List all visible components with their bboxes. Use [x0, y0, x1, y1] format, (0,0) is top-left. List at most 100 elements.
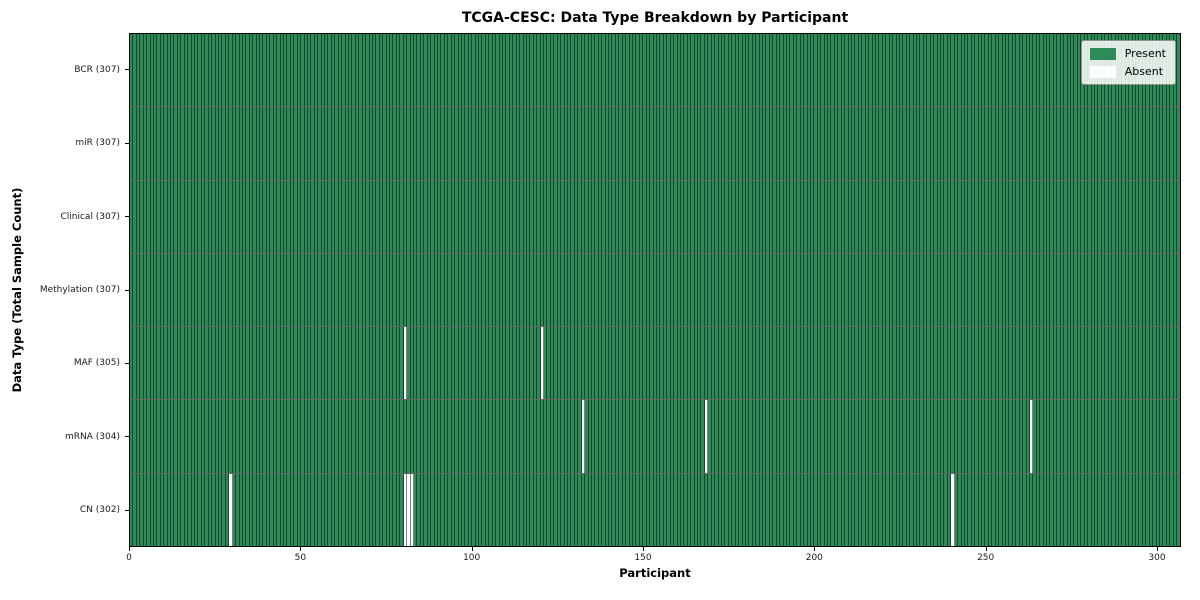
heatmap-cell-present	[465, 253, 469, 327]
heatmap-cell-present	[171, 107, 175, 180]
heatmap-cell-present	[349, 327, 353, 400]
heatmap-cell-present	[718, 400, 722, 473]
heatmap-cell-present	[1071, 400, 1075, 473]
heatmap-cell-present	[1142, 253, 1147, 327]
y-tick-mark	[125, 362, 129, 364]
heatmap-cell-present	[338, 253, 343, 327]
heatmap-cell-present	[848, 253, 853, 327]
heatmap-cell-present	[633, 180, 637, 253]
heatmap-cell-present	[1136, 327, 1140, 400]
heatmap-cell-present	[502, 34, 507, 107]
heatmap-cell-present	[208, 253, 213, 327]
heatmap-cell-present	[588, 473, 592, 546]
heatmap-cell-present	[841, 473, 846, 546]
heatmap-cell-present	[1170, 473, 1174, 546]
heatmap-cell-present	[544, 34, 548, 107]
heatmap-cell-present	[287, 473, 291, 546]
heatmap-cell-present	[591, 107, 596, 180]
heatmap-cell-present	[831, 253, 835, 327]
heatmap-cell-present	[715, 180, 719, 253]
heatmap-cell-present	[848, 107, 853, 180]
heatmap-cell-present	[153, 34, 158, 107]
heatmap-cell-present	[1053, 253, 1058, 327]
heatmap-cell-present	[314, 473, 319, 546]
heatmap-cell-present	[502, 107, 507, 180]
heatmap-cell-present	[1071, 180, 1075, 253]
heatmap-cell-present	[516, 473, 521, 546]
heatmap-cell-present	[171, 473, 175, 546]
heatmap-cell-present	[184, 180, 189, 253]
heatmap-cell-present	[1029, 180, 1034, 253]
heatmap-cell-present	[804, 180, 808, 253]
heatmap-cell-present	[742, 180, 746, 253]
heatmap-cell-present	[133, 107, 137, 180]
heatmap-cell-present	[680, 34, 685, 107]
heatmap-cell-present	[1074, 180, 1078, 253]
heatmap-row	[130, 106, 1180, 180]
heatmap-cell-present	[759, 327, 764, 400]
heatmap-cell-present	[383, 107, 387, 180]
heatmap-cell-present	[834, 180, 839, 253]
heatmap-cell-present	[889, 180, 894, 253]
heatmap-cell-present	[564, 473, 568, 546]
x-tick-mark	[471, 547, 473, 551]
heatmap-cell-present	[369, 34, 373, 107]
heatmap-cell-present	[643, 400, 647, 473]
heatmap-cell-present	[817, 253, 822, 327]
heatmap-cell-present	[1105, 473, 1109, 546]
heatmap-cell-present	[1071, 34, 1075, 107]
heatmap-cell-present	[804, 34, 808, 107]
heatmap-cell-present	[479, 327, 483, 400]
heatmap-cell-present	[927, 180, 931, 253]
heatmap-cell-present	[465, 400, 469, 473]
heatmap-cell-present	[715, 327, 719, 400]
heatmap-cell-present	[427, 253, 432, 327]
heatmap-cell-present	[1088, 400, 1092, 473]
heatmap-cell-present	[561, 327, 565, 400]
heatmap-cell-present	[1036, 34, 1041, 107]
x-tick-mark	[814, 547, 816, 551]
heatmap-cell-present	[1033, 473, 1037, 546]
heatmap-cell-present	[982, 473, 986, 546]
heatmap-cell-present	[417, 107, 421, 180]
heatmap-cell-present	[157, 327, 161, 400]
heatmap-cell-present	[1129, 180, 1133, 253]
heatmap-cell-present	[297, 400, 302, 473]
heatmap-cell-present	[663, 400, 668, 473]
heatmap-cell-present	[609, 180, 613, 253]
heatmap-cell-present	[1026, 327, 1030, 400]
heatmap-cell-present	[975, 107, 979, 180]
heatmap-cell-present	[622, 400, 627, 473]
heatmap-cell-present	[862, 180, 866, 253]
heatmap-cell-present	[550, 400, 555, 473]
heatmap-cell-present	[307, 327, 312, 400]
heatmap-cell-present	[177, 253, 182, 327]
heatmap-cell-present	[964, 473, 969, 546]
heatmap-cell-present	[335, 253, 339, 327]
heatmap-cell-present	[414, 327, 418, 400]
heatmap-cell-present	[917, 180, 921, 253]
heatmap-cell-present	[201, 327, 206, 400]
heatmap-cell-present	[732, 34, 736, 107]
heatmap-cell-present	[629, 107, 634, 180]
heatmap-cell-present	[352, 253, 356, 327]
heatmap-cell-present	[821, 400, 825, 473]
heatmap-cell-present	[448, 180, 452, 253]
heatmap-cell-present	[287, 253, 291, 327]
heatmap-cell-present	[852, 34, 856, 107]
heatmap-cell-present	[297, 253, 302, 327]
heatmap-cell-present	[728, 473, 733, 546]
heatmap-cell-present	[821, 107, 825, 180]
heatmap-cell-present	[865, 180, 870, 253]
heatmap-cell-present	[855, 253, 859, 327]
heatmap-cell-present	[913, 34, 918, 107]
heatmap-cell-present	[756, 473, 760, 546]
heatmap-cell-present	[718, 253, 722, 327]
heatmap-cell-present	[479, 34, 483, 107]
heatmap-cell-present	[787, 400, 791, 473]
heatmap-cell-present	[307, 180, 312, 253]
heatmap-cell-present	[287, 180, 291, 253]
heatmap-cell-present	[171, 400, 175, 473]
heatmap-cell-present	[954, 327, 959, 400]
y-tick-mark	[125, 289, 129, 291]
